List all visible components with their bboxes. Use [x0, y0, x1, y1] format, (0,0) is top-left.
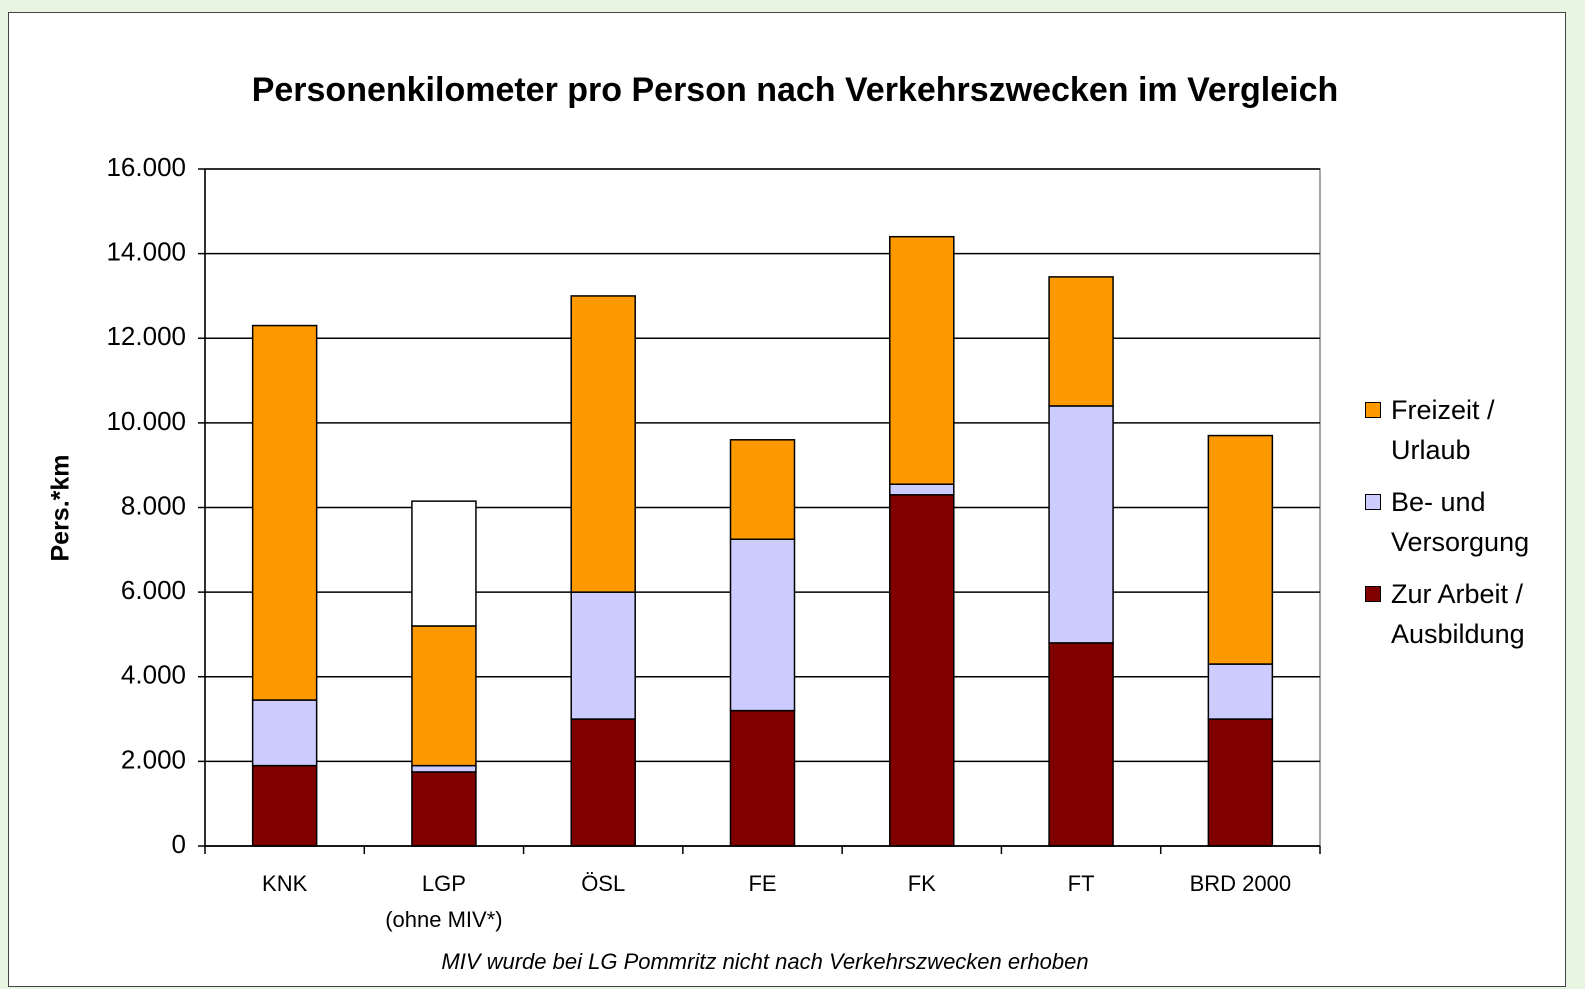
bar-segment	[1048, 642, 1114, 847]
bar-segment	[1048, 405, 1114, 644]
bar-segment	[1207, 434, 1274, 665]
bar-segment	[251, 324, 318, 701]
x-tick-sublabel: (ohne MIV*)	[385, 907, 502, 932]
legend-swatch	[1365, 494, 1381, 510]
y-tick-label: 14.000	[106, 237, 186, 267]
bar-segment	[251, 764, 318, 847]
legend-item: Be- und Versorgung	[1365, 482, 1540, 562]
bar-segment	[570, 591, 636, 720]
legend-item: Zur Arbeit / Ausbildung	[1365, 574, 1540, 654]
y-tick-label: 16.000	[106, 152, 186, 182]
legend-swatch	[1365, 402, 1381, 418]
legend-label: Zur Arbeit / Ausbildung	[1391, 579, 1525, 649]
bar-segment	[729, 709, 796, 847]
bar-segment	[570, 295, 636, 593]
bar-segment	[411, 771, 477, 847]
x-tick-label: BRD 2000	[1190, 871, 1292, 896]
legend-item: Freizeit / Urlaub	[1365, 390, 1540, 470]
y-tick-label: 0	[172, 829, 186, 859]
bar-segment	[570, 718, 636, 847]
bar-segment	[1207, 663, 1274, 720]
y-tick-label: 10.000	[106, 406, 186, 436]
y-tick-label: 12.000	[106, 321, 186, 351]
x-tick-label: FK	[908, 871, 936, 896]
bar-segment	[1048, 276, 1114, 407]
bar-segment	[411, 764, 477, 773]
footnote: MIV wurde bei LG Pommritz nicht nach Ver…	[441, 949, 1088, 974]
bar-segment	[729, 439, 796, 540]
bar-segment	[411, 625, 477, 767]
legend-label: Freizeit / Urlaub	[1391, 395, 1495, 465]
bar-segment	[251, 699, 318, 767]
legend: Freizeit / Urlaub Be- und Versorgung Zur A…	[1365, 390, 1540, 666]
bar-segment	[729, 538, 796, 712]
bar-segment	[1207, 718, 1274, 847]
y-axis-label: Pers.*km	[47, 454, 75, 561]
chart-title: Personenkilometer pro Person nach Verkeh…	[252, 71, 1339, 109]
x-tick-label: LGP	[422, 871, 466, 896]
legend-swatch	[1365, 586, 1381, 602]
x-tick-label: ÖSL	[581, 871, 625, 896]
y-tick-label: 2.000	[121, 744, 186, 774]
legend-label: Be- und Versorgung	[1391, 487, 1530, 557]
bar-segment	[889, 235, 955, 485]
x-tick-label: KNK	[262, 871, 308, 896]
y-tick-label: 4.000	[121, 660, 186, 690]
y-tick-label: 6.000	[121, 575, 186, 605]
bar-segment	[411, 500, 477, 627]
bar-segment	[889, 494, 955, 847]
x-tick-label: FE	[748, 871, 776, 896]
bar-segment	[889, 483, 955, 496]
y-tick-label: 8.000	[121, 490, 186, 520]
x-tick-label: FT	[1068, 871, 1095, 896]
